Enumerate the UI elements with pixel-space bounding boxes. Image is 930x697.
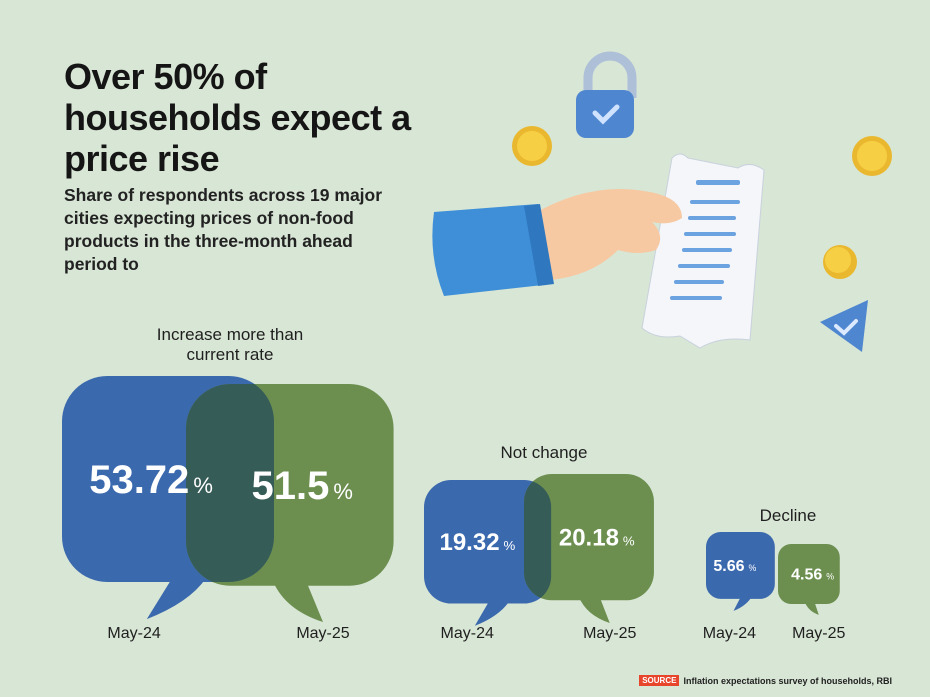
x-axis-label: May-24 (703, 625, 756, 642)
coin-icon (852, 136, 892, 176)
category-label: Increase more than (157, 325, 303, 344)
bubble-may-24 (706, 532, 775, 599)
value-label: 20.18% (559, 525, 635, 552)
checkmark-icon (820, 300, 868, 352)
receipt-hand-illustration (432, 51, 892, 352)
lock-icon (576, 51, 637, 138)
page-title: Over 50% of households expect a price ri… (64, 56, 411, 179)
source-note: SOURCE Inflation expectations survey of … (639, 675, 892, 686)
bubble-may-24 (424, 480, 552, 604)
x-axis-label: May-25 (583, 625, 636, 642)
category-label: current rate (187, 345, 274, 364)
x-axis-label: May-24 (107, 625, 160, 642)
source-text: Inflation expectations survey of househo… (683, 675, 892, 686)
x-axis-label: May-25 (792, 625, 845, 642)
hand-icon (432, 189, 682, 296)
x-axis-label: May-25 (296, 625, 349, 642)
bubble-tail (474, 599, 511, 626)
category-label: Decline (760, 506, 817, 525)
coin-icon (512, 126, 552, 166)
category-label: Not change (501, 443, 588, 462)
bubble-may-25 (524, 474, 654, 601)
bubble-tail (273, 581, 323, 623)
bubble-tail (733, 594, 753, 611)
coin-icon (823, 245, 857, 279)
chart-subtitle: Share of respondents across 19 major cit… (64, 185, 383, 274)
x-axis-label: May-24 (441, 625, 494, 642)
bubble-tail (578, 596, 610, 623)
source-tag: SOURCE (639, 675, 680, 686)
value-label: 51.5% (252, 464, 353, 508)
bubble-tail (146, 578, 207, 620)
bubble-overlap (186, 384, 274, 582)
bubble-may-25 (778, 544, 840, 605)
